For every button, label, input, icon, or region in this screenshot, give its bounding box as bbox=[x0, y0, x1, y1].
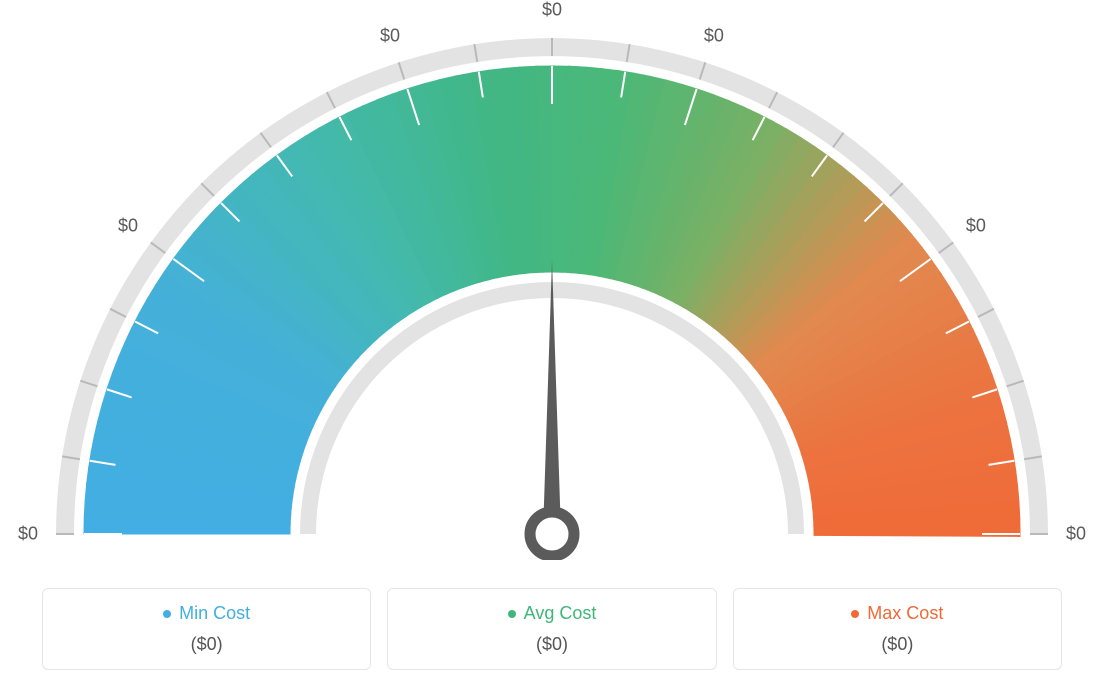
scale-label: $0 bbox=[704, 25, 724, 46]
legend-name-avg: Avg Cost bbox=[524, 603, 597, 624]
legend-value-max: ($0) bbox=[744, 634, 1051, 655]
scale-label: $0 bbox=[18, 524, 38, 545]
legend-dot-avg bbox=[508, 610, 516, 618]
cost-gauge: $0 $0 $0 $0 $0 $0 $0 bbox=[0, 0, 1104, 560]
scale-label: $0 bbox=[542, 0, 562, 21]
scale-label: $0 bbox=[380, 25, 400, 46]
legend-title-avg: Avg Cost bbox=[508, 603, 597, 624]
legend-name-min: Min Cost bbox=[179, 603, 250, 624]
legend-name-max: Max Cost bbox=[867, 603, 943, 624]
legend-title-min: Min Cost bbox=[163, 603, 250, 624]
legend-dot-max bbox=[851, 610, 859, 618]
scale-label: $0 bbox=[1066, 524, 1086, 545]
legend-dot-min bbox=[163, 610, 171, 618]
legend-row: Min Cost ($0) Avg Cost ($0) Max Cost ($0… bbox=[42, 588, 1062, 670]
legend-value-avg: ($0) bbox=[398, 634, 705, 655]
gauge-svg bbox=[0, 0, 1104, 560]
legend-title-max: Max Cost bbox=[851, 603, 943, 624]
legend-card-avg: Avg Cost ($0) bbox=[387, 588, 716, 670]
scale-label: $0 bbox=[118, 216, 138, 237]
scale-label: $0 bbox=[966, 216, 986, 237]
legend-card-min: Min Cost ($0) bbox=[42, 588, 371, 670]
legend-card-max: Max Cost ($0) bbox=[733, 588, 1062, 670]
legend-value-min: ($0) bbox=[53, 634, 360, 655]
